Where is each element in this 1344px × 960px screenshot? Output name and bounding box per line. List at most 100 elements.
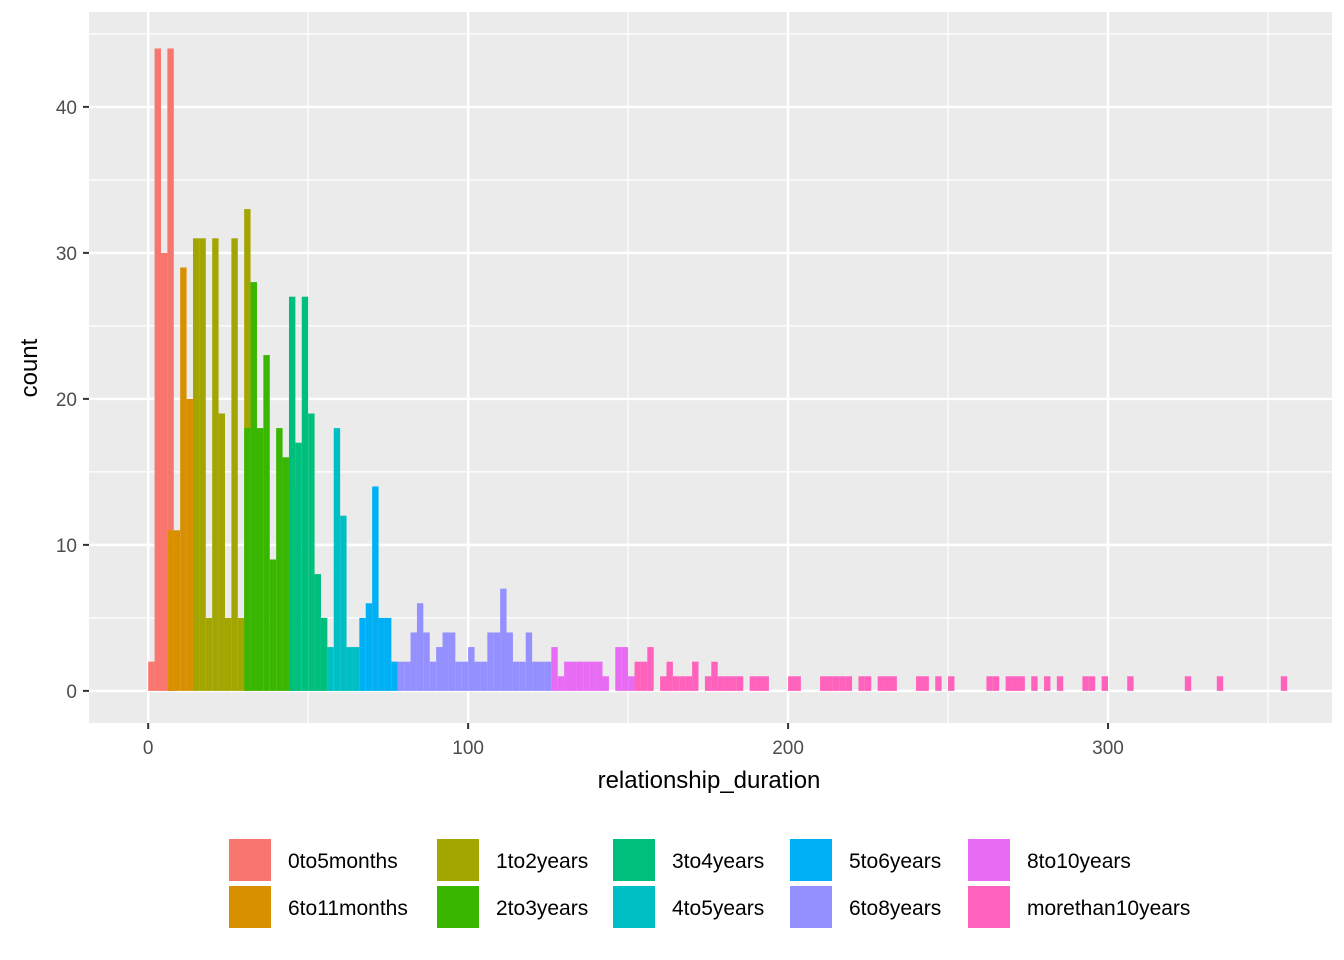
histogram-bar [205, 617, 213, 691]
histogram-bar [858, 676, 865, 691]
histogram-bar [276, 428, 283, 691]
histogram-bar [660, 676, 667, 691]
histogram-bar [186, 398, 193, 691]
histogram-bar [640, 661, 648, 691]
histogram-bar [288, 296, 296, 691]
histogram-bar [948, 676, 955, 691]
histogram-bar [820, 676, 827, 691]
histogram-bar [724, 676, 731, 691]
histogram-bar [717, 676, 725, 691]
legend-key-swatch [229, 839, 271, 881]
histogram-bar [148, 661, 155, 691]
histogram-bar [666, 661, 673, 691]
histogram-bar [167, 530, 174, 691]
histogram-bar [1082, 676, 1089, 691]
legend-label: 1to2years [496, 850, 588, 873]
legend-key-swatch [613, 886, 655, 928]
histogram-bar [1280, 676, 1288, 691]
histogram-bar [308, 413, 315, 691]
histogram-bar [589, 661, 597, 691]
y-tick-label: 30 [56, 244, 77, 265]
histogram-bar [506, 632, 513, 691]
histogram-bar [365, 603, 373, 691]
histogram-bar [468, 647, 475, 691]
histogram-bar [461, 661, 469, 691]
histogram-bar [634, 661, 641, 691]
histogram-bar [372, 486, 379, 691]
histogram-bar [167, 48, 174, 691]
histogram-bar [180, 267, 187, 691]
histogram-bar [647, 647, 654, 691]
histogram-bar [679, 676, 686, 691]
histogram-bar [570, 661, 577, 691]
legend-item: 1to2years [437, 839, 588, 881]
legend-item: 6to11months [229, 886, 408, 928]
histogram-bar [583, 661, 590, 691]
legend-key-swatch [790, 839, 832, 881]
x-tick-label: 100 [452, 738, 484, 759]
legend-label: 6to8years [849, 897, 941, 920]
legend-label: morethan10years [1027, 897, 1190, 920]
histogram-bar [602, 676, 609, 691]
histogram-bar [397, 661, 405, 691]
histogram-bar [1005, 676, 1013, 691]
histogram-bar [1056, 676, 1064, 691]
legend-item: 4to5years [613, 886, 764, 928]
histogram-bar [551, 647, 558, 691]
histogram-bar [864, 676, 872, 691]
histogram-bar [410, 632, 417, 691]
legend-label: 3to4years [672, 850, 764, 873]
legend-label: 4to5years [672, 897, 764, 920]
legend-label: 0to5months [288, 850, 398, 873]
histogram-bar [448, 632, 456, 691]
histogram-bar [1044, 676, 1051, 691]
x-axis-ticks: 0 100 200 300 [143, 723, 1124, 759]
histogram-bar [525, 632, 533, 691]
histogram-bar [916, 676, 923, 691]
histogram-bar [1184, 676, 1192, 691]
histogram-bar [423, 632, 430, 691]
legend-item: 0to5months [229, 839, 398, 881]
histogram-bar [788, 676, 795, 691]
histogram-bar [685, 676, 693, 691]
histogram-bar [154, 48, 161, 691]
histogram-bar [992, 676, 1000, 691]
y-axis-ticks: 0 10 20 30 40 [56, 98, 89, 703]
legend-key-swatch [968, 886, 1010, 928]
histogram-bar [845, 676, 853, 691]
histogram-bar [794, 676, 801, 691]
histogram-bar [218, 413, 225, 691]
legend-label: 5to6years [849, 850, 941, 873]
histogram-bar [1012, 676, 1019, 691]
histogram-bar [327, 647, 334, 691]
histogram-bar [256, 428, 264, 691]
histogram-bar [1018, 676, 1025, 691]
x-tick-label: 200 [772, 738, 804, 759]
histogram-bar [346, 647, 353, 691]
histogram-bar [480, 661, 488, 691]
legend-item: 5to6years [790, 839, 941, 881]
histogram-bar [519, 661, 526, 691]
histogram-bar [532, 661, 539, 691]
histogram-bar [890, 676, 897, 691]
histogram-bar [378, 617, 385, 691]
histogram-bar [544, 661, 552, 691]
histogram-bar [615, 647, 622, 691]
histogram-bar [391, 661, 398, 691]
histogram-bar [455, 661, 462, 691]
histogram-bar [359, 617, 366, 691]
histogram-bar [269, 559, 277, 691]
histogram-bar [320, 617, 328, 691]
histogram-bar [762, 676, 769, 691]
histogram-bar [429, 661, 437, 691]
y-tick-label: 40 [56, 98, 77, 119]
x-tick-label: 0 [143, 738, 154, 759]
histogram-bar [564, 661, 571, 691]
histogram-bar [282, 457, 289, 691]
legend-item: 6to8years [790, 886, 941, 928]
histogram-bars [148, 48, 1288, 691]
histogram-bar [877, 676, 885, 691]
histogram-bar [487, 632, 494, 691]
legend-key-swatch [790, 886, 832, 928]
